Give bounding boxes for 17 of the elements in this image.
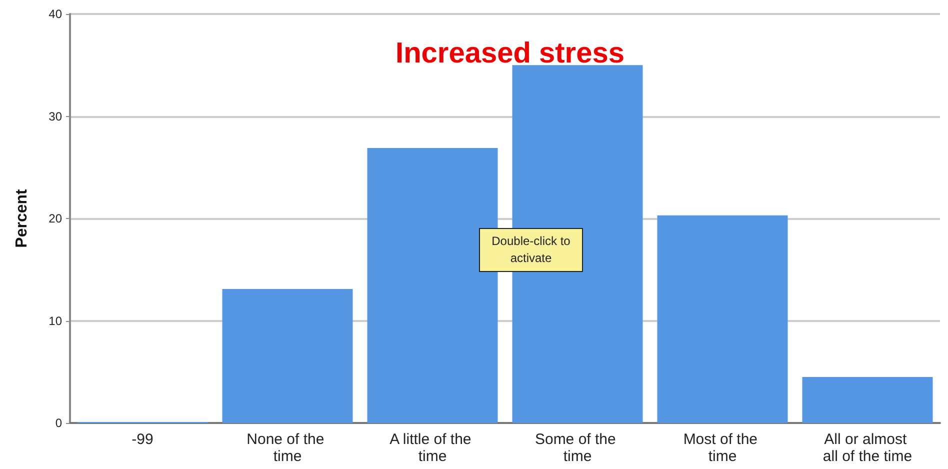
y-tick-label: 40 — [48, 7, 62, 21]
x-tick-label: -99 — [132, 431, 154, 448]
x-tick-label: A little of the time — [390, 431, 476, 465]
x-tick-label: Most of the time — [683, 431, 762, 465]
x-tick-label: All or almost all of the time — [822, 431, 912, 465]
y-tick-label: 10 — [48, 314, 62, 328]
x-tick-label: None of the time — [246, 431, 328, 465]
bar — [657, 215, 788, 423]
y-tick-label: 20 — [48, 212, 62, 226]
y-tick-label: 0 — [55, 416, 62, 430]
text: Increased stress — [396, 38, 624, 70]
bar — [222, 289, 353, 423]
y-axis-title: Percent — [14, 188, 30, 248]
bar — [802, 376, 933, 423]
tooltip-box: Double-click to activate — [479, 228, 583, 272]
y-tick-label: 30 — [48, 109, 62, 124]
x-tick-label: Some of the time — [534, 431, 620, 465]
